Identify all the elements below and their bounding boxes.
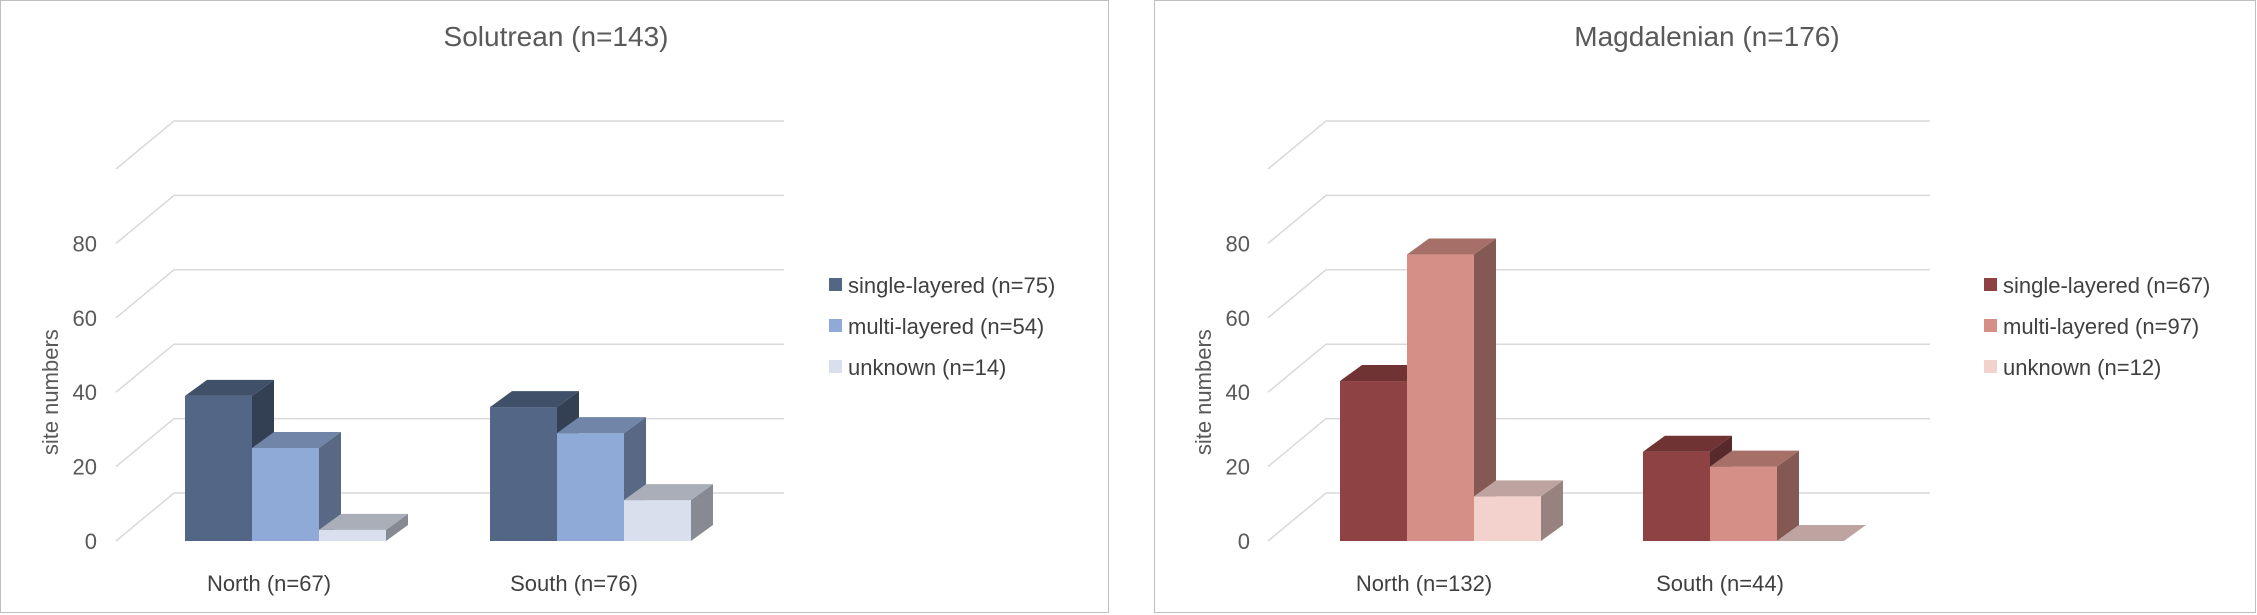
bar-front <box>490 407 557 541</box>
legend-label: single-layered (n=75) <box>848 273 1055 298</box>
legend-label: multi-layered (n=97) <box>2003 314 2199 339</box>
bar-side <box>1474 238 1496 541</box>
bar-front <box>1710 466 1777 541</box>
bar-front <box>185 395 252 541</box>
bar-front <box>624 500 691 541</box>
gridline <box>1267 120 1930 170</box>
legend-label: unknown (n=14) <box>848 355 1006 380</box>
bar-top <box>1710 450 1799 467</box>
bar-top <box>319 513 408 530</box>
y-tick-label: 0 <box>1238 529 1250 554</box>
legend-label: unknown (n=12) <box>2003 355 2161 380</box>
gridline <box>115 194 784 244</box>
bar-front <box>557 433 624 541</box>
y-tick-label: 20 <box>1226 455 1250 480</box>
solutrean-chart: Solutrean (n=143) 0 20 40 60 80 site numbers No… <box>38 21 1055 596</box>
bar-front <box>1474 496 1541 541</box>
bar-side <box>691 484 713 541</box>
magdalenian-chart: Magdalenian (n=176) 0 20 40 60 80 site numbers… <box>1191 21 2210 596</box>
bar-side <box>1541 480 1563 541</box>
bar-top <box>557 417 646 434</box>
bar-front <box>319 529 386 541</box>
gridline <box>1267 417 1930 468</box>
y-tick-label: 0 <box>85 529 97 554</box>
gridline <box>1267 194 1930 244</box>
bar-top <box>1407 238 1496 255</box>
legend-swatch <box>1984 278 1997 291</box>
legend-label: multi-layered (n=54) <box>848 314 1044 339</box>
y-tick-label: 60 <box>73 306 97 331</box>
legend-label: single-layered (n=67) <box>2003 273 2210 298</box>
y-tick-label: 20 <box>73 455 97 480</box>
bar-top <box>1777 525 1866 541</box>
bar-front <box>1643 451 1710 541</box>
category-label: South (n=44) <box>1656 571 1784 596</box>
chart-panel-solutrean: Solutrean (n=143) 0 20 40 60 80 site numbers No… <box>0 0 1109 613</box>
bar-side <box>319 432 341 541</box>
bar-top <box>624 484 713 501</box>
category-label: North (n=132) <box>1356 571 1492 596</box>
gridline <box>1267 343 1930 393</box>
bar-top <box>490 391 579 408</box>
chart-panel-magdalenian: Magdalenian (n=176) 0 20 40 60 80 site numbers… <box>1154 0 2256 613</box>
bar-side <box>1777 450 1799 541</box>
category-label: North (n=67) <box>207 571 331 596</box>
y-tick-label: 80 <box>1226 231 1250 256</box>
bar-top <box>1643 435 1732 452</box>
legend-swatch <box>829 319 842 332</box>
category-label: South (n=76) <box>510 571 638 596</box>
y-tick-label: 40 <box>1226 380 1250 405</box>
y-axis-label: site numbers <box>38 329 63 455</box>
y-tick-label: 60 <box>1226 306 1250 331</box>
bar-top <box>185 379 274 396</box>
legend-swatch <box>829 360 842 373</box>
legend-swatch <box>1984 360 1997 373</box>
chart-title: Magdalenian (n=176) <box>1574 21 1839 52</box>
bar-front <box>252 448 319 541</box>
bar-front <box>1340 381 1407 541</box>
bar-front <box>1407 254 1474 541</box>
legend-swatch <box>829 278 842 291</box>
y-axis-label: site numbers <box>1191 329 1216 455</box>
y-tick-label: 80 <box>73 231 97 256</box>
chart-title: Solutrean (n=143) <box>444 21 669 52</box>
bar-side <box>386 513 408 541</box>
gridline <box>115 343 784 393</box>
bar-top <box>1340 365 1429 382</box>
y-tick-label: 40 <box>73 380 97 405</box>
gridline <box>1267 269 1930 319</box>
bar-top <box>1474 480 1563 497</box>
gridline <box>115 120 784 170</box>
legend-swatch <box>1984 319 1997 332</box>
bar-top <box>252 432 341 448</box>
gridline <box>115 269 784 319</box>
